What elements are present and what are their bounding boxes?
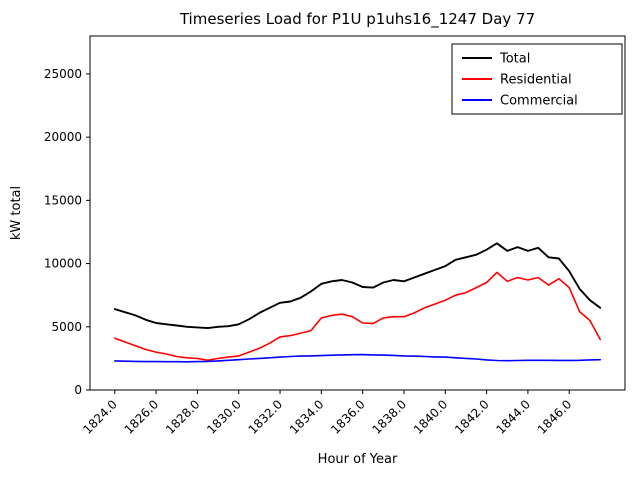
legend-label-total: Total [499, 52, 530, 67]
plot-border [89, 35, 626, 391]
chart-title: Timeseries Load for P1U p1uhs16_1247 Day… [179, 10, 535, 29]
y-axis-label: kW total [9, 186, 24, 240]
total-series-line [113, 242, 602, 330]
y-tick-label: 0 [74, 383, 82, 397]
y-tick-label: 10000 [44, 257, 82, 271]
x-tick-label: 1832.0 [246, 397, 286, 437]
legend-label-commercial: Commercial [500, 94, 578, 109]
x-tick-label: 1826.0 [122, 397, 162, 437]
x-tick-label: 1830.0 [204, 397, 244, 437]
y-tick-label: 20000 [44, 130, 82, 144]
x-axis-label: Hour of Year [318, 452, 398, 467]
x-tick-label: 1838.0 [370, 397, 410, 437]
x-tick-label: 1834.0 [287, 397, 327, 437]
y-tick-label: 5000 [51, 320, 82, 334]
x-tick-label: 1840.0 [411, 397, 451, 437]
x-tick-label: 1846.0 [535, 397, 575, 437]
x-tick-label: 1824.0 [80, 397, 120, 437]
legend-label-residential: Residential [500, 73, 572, 88]
x-tick-label: 1844.0 [493, 397, 533, 437]
x-tick-label: 1836.0 [328, 397, 368, 437]
y-tick-label: 25000 [44, 67, 82, 81]
commercial-series-line [114, 353, 602, 363]
y-tick-label: 15000 [44, 193, 82, 207]
x-tick-label: 1828.0 [163, 397, 203, 437]
residential-series-line [114, 271, 602, 362]
x-tick-label: 1842.0 [452, 397, 492, 437]
